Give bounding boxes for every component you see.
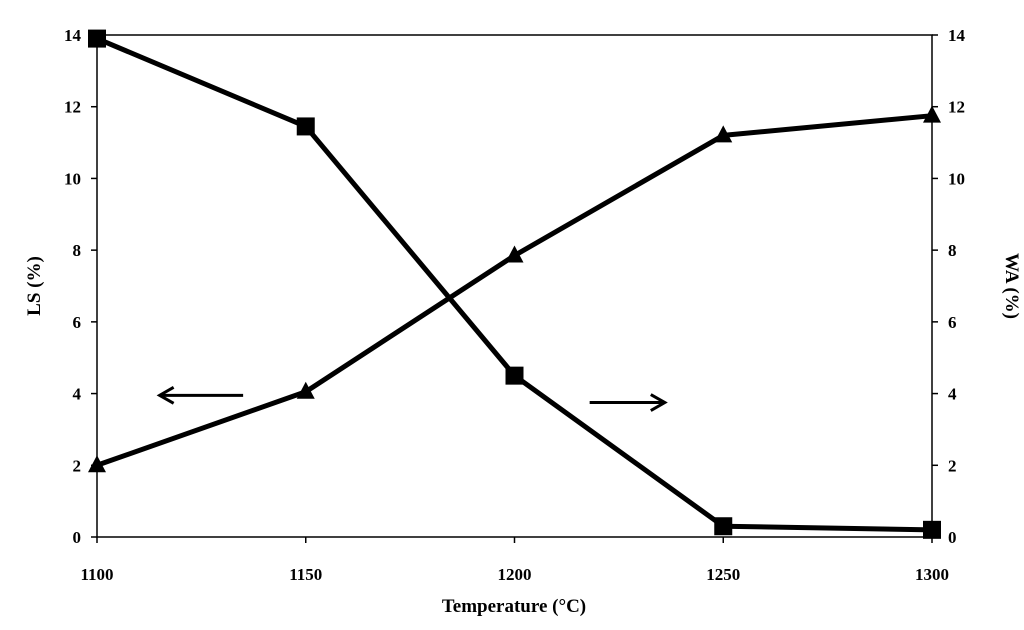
bottom-axis-ticks: 1100 1150 1200 1250 1300 [80, 537, 949, 584]
annotations [156, 386, 668, 412]
arrow-head [650, 393, 668, 412]
right-tick-label: 12 [948, 98, 965, 117]
plot-frame [96, 34, 933, 538]
data-point-square [714, 517, 733, 536]
right-tick-label: 0 [948, 528, 957, 547]
left-tick-label: 10 [64, 169, 81, 188]
data-point-triangle [505, 245, 524, 263]
left-tick-label: 4 [73, 385, 82, 404]
right-tick-label: 4 [948, 385, 957, 404]
right-tick-label: 6 [948, 313, 957, 332]
right-tick-label: 2 [948, 456, 957, 475]
right-tick-label: 10 [948, 169, 965, 188]
data-point-square [296, 117, 315, 136]
left-tick-label: 0 [73, 528, 82, 547]
series-square [88, 29, 941, 539]
series-triangle [88, 105, 941, 473]
left-axis-title: LS (%) [24, 256, 45, 316]
right-axis-ticks: 0 2 4 6 8 10 12 14 [932, 26, 966, 547]
right-axis-title: WA (%) [1001, 253, 1022, 319]
bottom-tick-label: 1250 [706, 565, 740, 584]
series-line [96, 36, 933, 533]
arrow-head [156, 386, 175, 405]
left-tick-label: 14 [64, 26, 82, 45]
data-point-triangle [88, 455, 106, 473]
left-tick-label: 8 [73, 241, 82, 260]
series-line [96, 113, 933, 468]
data-point-square [923, 520, 941, 539]
bottom-tick-label: 1150 [289, 565, 322, 584]
left-tick-label: 6 [73, 313, 82, 332]
arrow-left-annotation [156, 386, 244, 405]
series-group [88, 29, 941, 539]
right-tick-label: 8 [948, 241, 957, 260]
left-tick-label: 2 [73, 456, 82, 475]
bottom-tick-label: 1200 [498, 565, 532, 584]
bottom-tick-label: 1100 [80, 565, 113, 584]
right-tick-label: 14 [948, 26, 966, 45]
data-point-square [505, 366, 524, 385]
data-point-triangle [714, 125, 733, 143]
data-point-triangle [923, 105, 941, 123]
data-point-triangle [296, 381, 315, 399]
bottom-tick-label: 1300 [915, 565, 949, 584]
arrow-right-annotation [589, 393, 668, 412]
x-axis-title: Temperature (°C) [442, 596, 586, 617]
data-point-square [88, 29, 106, 48]
left-tick-label: 12 [64, 98, 81, 117]
